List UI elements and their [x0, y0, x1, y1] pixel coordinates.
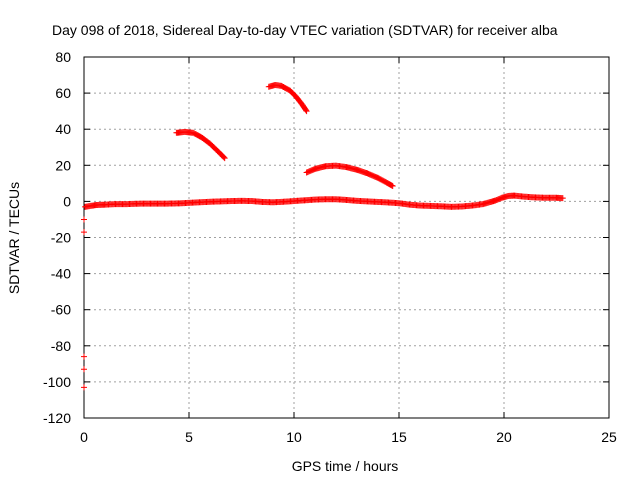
- data-point: [388, 182, 395, 189]
- series-arc-4.5h: [173, 128, 228, 162]
- data-point: [81, 353, 87, 360]
- data-point: [303, 108, 310, 115]
- series-arc-12h: [303, 162, 396, 190]
- series-arc-9h: [265, 81, 310, 115]
- x-tick-labels: 0 5 10 15 20 25: [80, 429, 617, 445]
- grid: [84, 57, 609, 418]
- y-tick-label: -40: [51, 266, 71, 282]
- data-point: [81, 366, 87, 373]
- data-point: [389, 183, 396, 190]
- chart-title: Day 098 of 2018, Sidereal Day-to-day VTE…: [52, 22, 558, 38]
- y-tick-label: 0: [63, 193, 71, 209]
- x-tick-label: 5: [185, 429, 193, 445]
- y-tick-labels: -120 -100 -80 -60 -40 -20 0 20 40 60 80: [43, 49, 71, 426]
- data-point: [303, 107, 309, 114]
- data-point: [559, 195, 566, 202]
- x-tick-label: 15: [391, 429, 407, 445]
- y-tick-label: -100: [43, 374, 71, 390]
- y-tick-label: 40: [55, 121, 71, 137]
- data-points: [81, 81, 566, 391]
- data-point: [81, 229, 87, 236]
- data-point: [221, 155, 228, 162]
- x-tick-label: 25: [601, 429, 617, 445]
- y-tick-label: -80: [51, 338, 71, 354]
- y-tick-label: 20: [55, 157, 71, 173]
- x-tick-label: 20: [496, 429, 512, 445]
- x-tick-label: 0: [80, 429, 88, 445]
- x-tick-label: 10: [286, 429, 302, 445]
- ticks: [83, 56, 610, 419]
- x-axis-label: GPS time / hours: [292, 458, 399, 474]
- series-isolated-low: [81, 216, 87, 391]
- data-point: [220, 154, 227, 161]
- y-tick-label: 80: [55, 49, 71, 65]
- y-tick-label: -60: [51, 302, 71, 318]
- y-axis-label: SDTVAR / TECUs: [6, 182, 22, 294]
- data-point: [81, 216, 87, 223]
- y-tick-label: -20: [51, 230, 71, 246]
- data-point: [81, 384, 87, 391]
- series-baseline: [82, 192, 566, 210]
- y-tick-label: 60: [55, 85, 71, 101]
- y-tick-label: -120: [43, 410, 71, 426]
